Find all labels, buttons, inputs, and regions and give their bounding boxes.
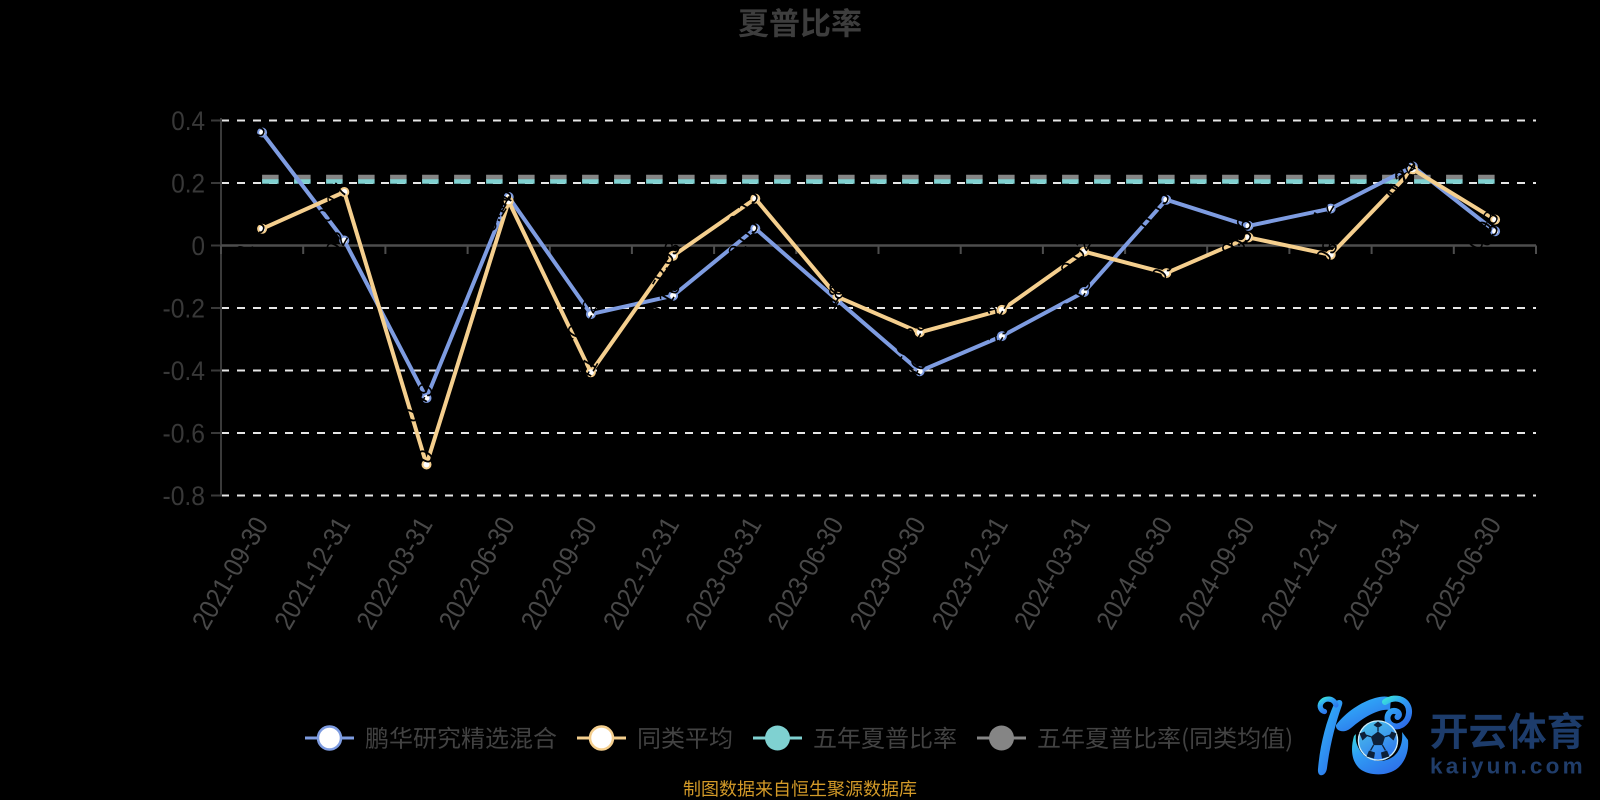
svg-text:0.2: 0.2	[171, 169, 205, 199]
svg-text:0: 0	[192, 231, 206, 261]
svg-text:-0.4: -0.4	[163, 356, 206, 386]
svg-text:-0.2: -0.2	[163, 294, 206, 324]
svg-text:-0.6: -0.6	[163, 419, 206, 449]
svg-text:-0.8: -0.8	[163, 481, 206, 511]
svg-text:0.4: 0.4	[171, 106, 205, 136]
svg-text:kaiyun.com: kaiyun.com	[1430, 754, 1586, 779]
